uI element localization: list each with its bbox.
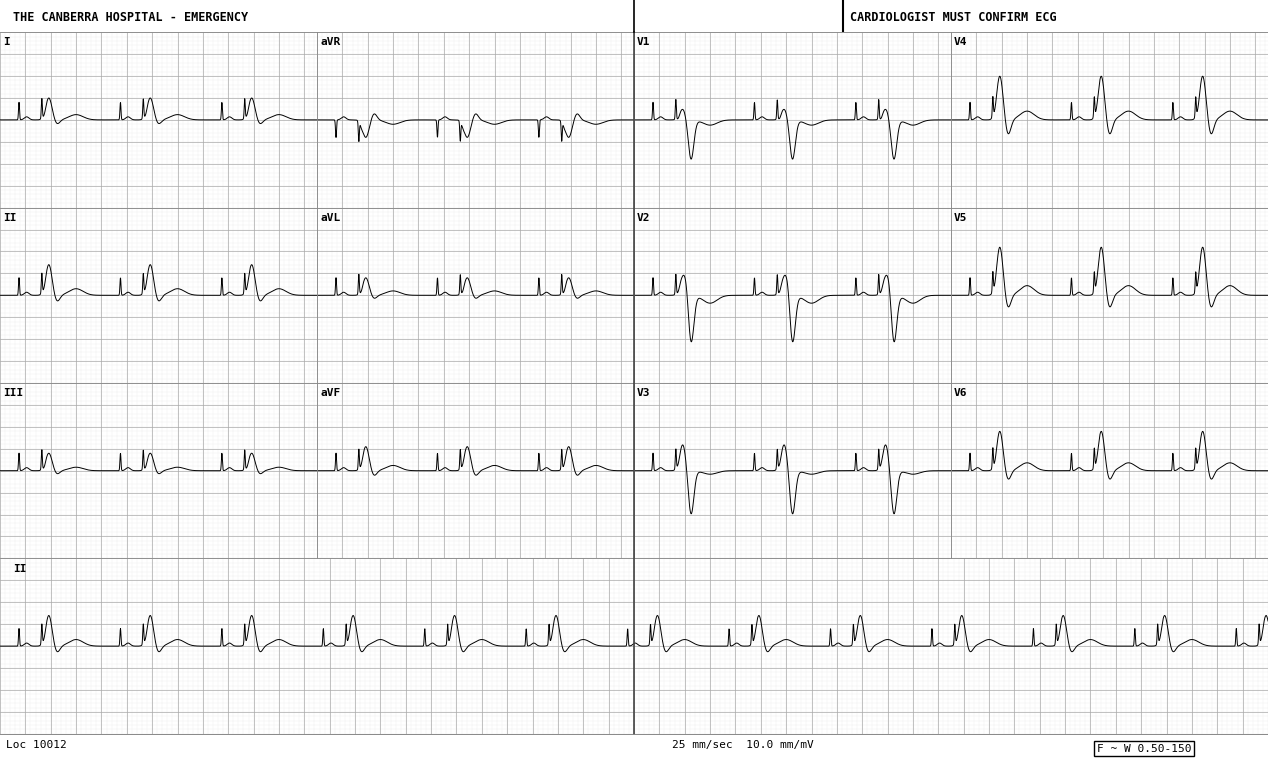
Text: CARDIOLOGIST MUST CONFIRM ECG: CARDIOLOGIST MUST CONFIRM ECG <box>850 11 1056 24</box>
Text: aVR: aVR <box>320 38 340 47</box>
Text: III: III <box>3 388 23 398</box>
Text: II: II <box>3 213 16 223</box>
Text: THE CANBERRA HOSPITAL - EMERGENCY: THE CANBERRA HOSPITAL - EMERGENCY <box>13 11 247 24</box>
Text: 25 mm/sec  10.0 mm/mV: 25 mm/sec 10.0 mm/mV <box>672 740 814 751</box>
Text: F ~ W 0.50-150: F ~ W 0.50-150 <box>1097 744 1192 754</box>
Text: aVL: aVL <box>320 213 340 223</box>
Text: V4: V4 <box>954 38 967 47</box>
Text: V3: V3 <box>637 388 650 398</box>
Text: Loc 10012: Loc 10012 <box>6 740 67 751</box>
Text: V1: V1 <box>637 38 650 47</box>
Text: V6: V6 <box>954 388 967 398</box>
Text: II: II <box>13 564 27 574</box>
Text: aVF: aVF <box>320 388 340 398</box>
Text: I: I <box>3 38 10 47</box>
Text: V5: V5 <box>954 213 967 223</box>
Text: V2: V2 <box>637 213 650 223</box>
